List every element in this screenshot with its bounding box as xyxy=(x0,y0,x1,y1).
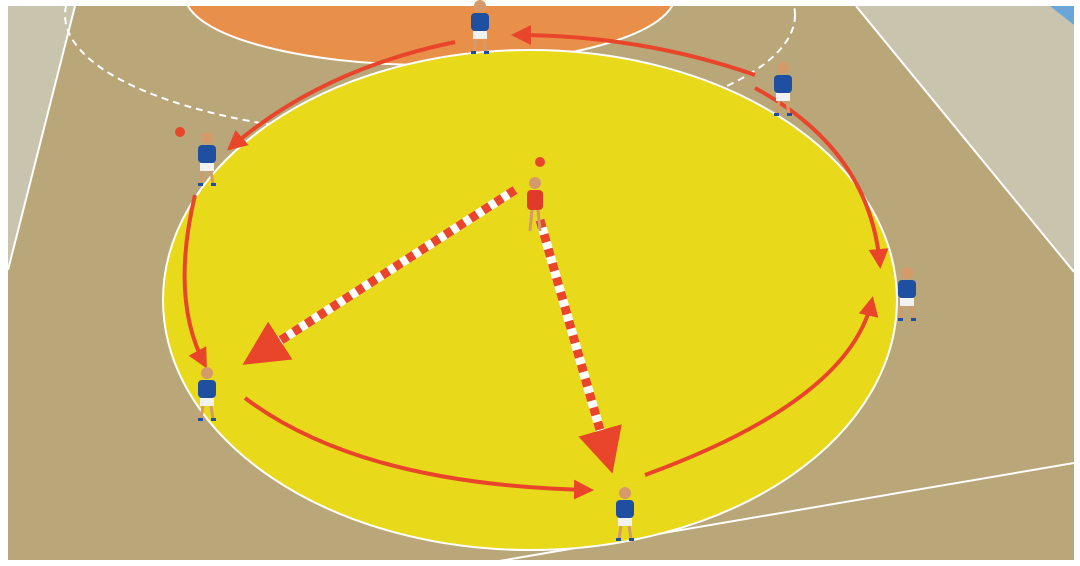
pass-line xyxy=(535,218,622,474)
run-arrow xyxy=(226,40,456,151)
side-line xyxy=(855,6,1074,273)
pass-line xyxy=(242,186,518,365)
corner xyxy=(1050,6,1074,25)
run-arrows xyxy=(182,25,889,500)
free-throw-line xyxy=(64,6,796,138)
run-arrow xyxy=(243,396,594,500)
run-arrow xyxy=(511,25,756,77)
side-line xyxy=(8,6,76,271)
ball xyxy=(175,127,185,137)
defender xyxy=(527,177,543,232)
drill-circle xyxy=(162,49,898,551)
ball xyxy=(535,157,545,167)
pass-arrows xyxy=(242,186,622,474)
run-arrow xyxy=(182,194,207,369)
run-arrow xyxy=(644,296,879,477)
run-arrow xyxy=(754,86,889,269)
